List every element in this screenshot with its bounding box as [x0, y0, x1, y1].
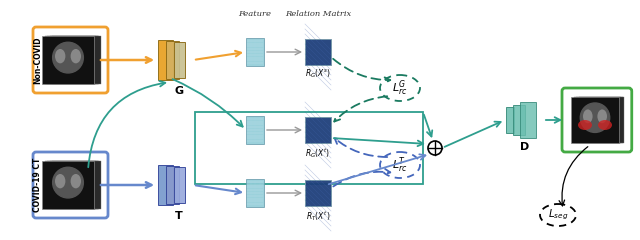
FancyBboxPatch shape: [47, 36, 97, 84]
Text: $L_{rc}^T$: $L_{rc}^T$: [392, 155, 408, 175]
FancyBboxPatch shape: [42, 36, 94, 84]
Ellipse shape: [380, 75, 420, 101]
Text: COVID-19 CT: COVID-19 CT: [33, 158, 42, 212]
FancyBboxPatch shape: [576, 97, 623, 143]
FancyBboxPatch shape: [173, 42, 184, 78]
FancyBboxPatch shape: [49, 36, 99, 84]
FancyBboxPatch shape: [246, 38, 264, 66]
FancyBboxPatch shape: [246, 179, 264, 207]
FancyBboxPatch shape: [166, 41, 179, 79]
FancyBboxPatch shape: [520, 102, 536, 138]
FancyBboxPatch shape: [49, 161, 99, 209]
Text: Feature: Feature: [239, 10, 271, 18]
Text: $L_{rc}^G$: $L_{rc}^G$: [392, 78, 408, 98]
Circle shape: [428, 141, 442, 155]
FancyBboxPatch shape: [166, 166, 179, 204]
FancyBboxPatch shape: [157, 165, 173, 205]
FancyBboxPatch shape: [52, 161, 101, 209]
FancyBboxPatch shape: [173, 167, 184, 203]
Text: T: T: [175, 211, 183, 221]
FancyBboxPatch shape: [573, 97, 621, 143]
Ellipse shape: [598, 120, 612, 130]
Ellipse shape: [380, 152, 420, 178]
Circle shape: [52, 167, 83, 198]
FancyBboxPatch shape: [47, 161, 97, 209]
FancyBboxPatch shape: [246, 116, 264, 144]
Ellipse shape: [70, 174, 81, 188]
Text: Non-COVID: Non-COVID: [33, 36, 42, 84]
Text: $R_T(X^t)$: $R_T(X^t)$: [306, 209, 330, 223]
FancyBboxPatch shape: [513, 105, 525, 135]
Ellipse shape: [55, 49, 65, 63]
Ellipse shape: [70, 49, 81, 63]
Text: Relation Matrix: Relation Matrix: [285, 10, 351, 18]
Ellipse shape: [597, 109, 607, 123]
FancyBboxPatch shape: [506, 108, 514, 132]
FancyBboxPatch shape: [305, 180, 331, 206]
Text: G: G: [175, 86, 184, 96]
FancyBboxPatch shape: [52, 36, 101, 84]
FancyBboxPatch shape: [45, 161, 96, 209]
Ellipse shape: [540, 204, 576, 226]
FancyBboxPatch shape: [571, 97, 619, 143]
Text: D: D: [520, 142, 530, 152]
Circle shape: [580, 103, 610, 132]
Text: $L_{seg}$: $L_{seg}$: [548, 208, 568, 222]
Ellipse shape: [583, 109, 593, 123]
FancyBboxPatch shape: [305, 117, 331, 143]
FancyBboxPatch shape: [157, 40, 173, 80]
Ellipse shape: [55, 174, 65, 188]
Text: $R_G(X^t)$: $R_G(X^t)$: [305, 146, 331, 160]
Ellipse shape: [578, 120, 592, 130]
Circle shape: [52, 42, 83, 73]
FancyBboxPatch shape: [579, 97, 624, 143]
Text: $R_G(X^s)$: $R_G(X^s)$: [305, 68, 331, 80]
FancyBboxPatch shape: [45, 36, 96, 84]
FancyBboxPatch shape: [305, 39, 331, 65]
FancyBboxPatch shape: [42, 161, 94, 209]
